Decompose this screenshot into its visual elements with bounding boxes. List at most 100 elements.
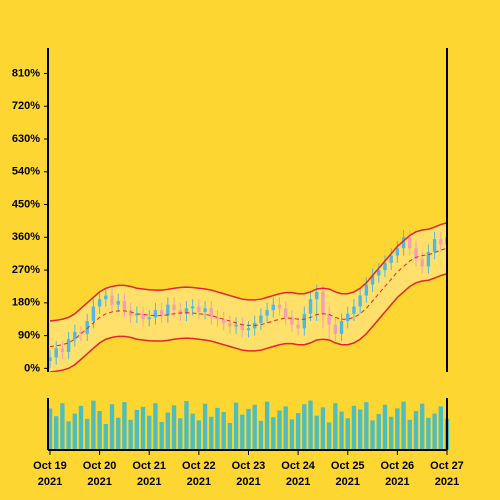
volume-bar — [401, 401, 406, 450]
y-tick-label: 540% — [12, 166, 40, 178]
candle-body — [147, 317, 151, 320]
candle-body — [383, 262, 387, 271]
candle-body — [209, 308, 213, 318]
candle-body — [308, 299, 313, 314]
candle-body — [389, 255, 393, 263]
candle-body — [190, 306, 195, 309]
volume-bar — [376, 414, 381, 450]
volume-bar — [66, 421, 71, 450]
candle-body — [91, 306, 96, 322]
volume-bar — [407, 419, 412, 450]
volume-bar — [252, 404, 257, 450]
candle-body — [358, 295, 362, 307]
candle-body — [159, 310, 164, 316]
candle-body — [420, 259, 424, 267]
y-tick-label: 0% — [24, 362, 40, 374]
volume-bar — [97, 411, 102, 450]
volume-bar — [78, 405, 84, 450]
x-tick-label: Oct 24 — [281, 460, 316, 472]
candle-body — [333, 324, 338, 334]
candle-body — [259, 315, 263, 323]
x-tick-label: Oct 19 — [33, 460, 67, 472]
candle-body — [315, 291, 319, 300]
candle-body — [153, 310, 158, 318]
candle-body — [321, 291, 325, 314]
candle-body — [408, 237, 412, 249]
volume-bar — [333, 403, 338, 450]
plot — [48, 222, 447, 372]
volume-bar — [165, 412, 171, 450]
x-tick-year: 2021 — [435, 476, 459, 488]
candle-body — [426, 251, 431, 267]
volume-bar — [202, 403, 208, 450]
volume-bar — [308, 400, 313, 450]
x-tick-label: Oct 22 — [182, 460, 216, 472]
volume-bar — [283, 406, 288, 450]
candle-body — [346, 313, 350, 322]
candle-body — [221, 319, 226, 323]
volume-bar — [134, 409, 140, 450]
volume-bar — [370, 420, 375, 450]
candle-body — [60, 348, 65, 352]
candle-body — [290, 317, 294, 325]
candle-body — [79, 331, 83, 334]
candle-body — [215, 317, 220, 320]
candle-body — [401, 237, 406, 249]
volume-bar — [128, 419, 133, 450]
volume-bar — [345, 418, 350, 450]
x-tick-year: 2021 — [336, 476, 360, 488]
volume-bar — [147, 415, 152, 450]
x-tick-year: 2021 — [286, 476, 310, 488]
x-tick-year: 2021 — [87, 476, 111, 488]
volume-bar — [357, 409, 363, 450]
candle-body — [246, 328, 251, 331]
candle-body — [116, 301, 120, 305]
candle-body — [97, 299, 102, 307]
band-line — [49, 272, 447, 372]
candle-body — [66, 339, 71, 352]
candle-body — [265, 310, 269, 316]
candle-body — [166, 304, 170, 316]
x-tick-label: Oct 27 — [430, 460, 464, 472]
volume-bar — [215, 407, 220, 450]
volume-bar — [178, 418, 183, 450]
candle-body — [48, 357, 52, 362]
x-tick-label: Oct 20 — [83, 460, 117, 472]
candle-body — [184, 308, 189, 314]
candle-body — [370, 275, 375, 285]
band-line — [49, 222, 447, 322]
candle-body — [432, 239, 437, 252]
y-tick-label: 180% — [12, 297, 40, 309]
volume-bar — [426, 417, 431, 450]
candle-body — [240, 324, 244, 331]
y-tick-label: 450% — [12, 198, 40, 210]
volume-bar — [153, 403, 158, 450]
candle-body — [339, 321, 344, 334]
candle-body — [271, 304, 276, 311]
candle-body — [228, 322, 232, 327]
volume-bar — [258, 420, 264, 450]
volume-bar — [60, 403, 65, 450]
candle-body — [203, 308, 207, 312]
candle-body — [327, 313, 331, 325]
volume-bar — [122, 402, 127, 450]
volume-bar — [432, 413, 437, 450]
candle-body — [234, 324, 238, 327]
y-tick-label: 810% — [12, 67, 40, 79]
volume-bar — [264, 401, 270, 450]
volume-bar — [295, 413, 301, 450]
volume-bar — [47, 408, 53, 450]
candle-body — [85, 321, 89, 334]
candle-body — [414, 248, 418, 260]
candle-body — [277, 304, 282, 309]
volume-bar — [438, 406, 443, 450]
candle-body — [364, 284, 369, 296]
candle-body — [178, 310, 182, 314]
volume-bar — [116, 417, 121, 450]
volume-bar — [382, 404, 388, 450]
volume-bar — [227, 422, 233, 450]
volume-bar — [413, 411, 419, 450]
y-tick-label: 90% — [18, 330, 40, 342]
